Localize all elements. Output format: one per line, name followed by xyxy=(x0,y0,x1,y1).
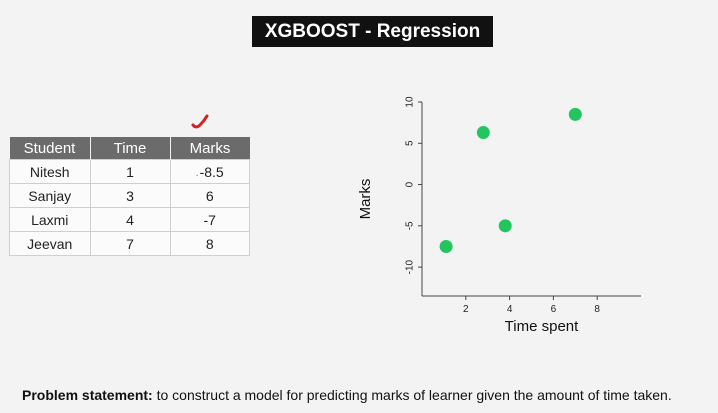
header-marks: Marks xyxy=(170,137,250,160)
header-time: Time xyxy=(90,137,171,160)
x-tick-label: 4 xyxy=(507,304,513,315)
red-check-annotation xyxy=(191,114,209,129)
table-row: Nitesh 1 .-8.5 xyxy=(9,159,250,184)
data-point xyxy=(568,107,582,121)
data-point xyxy=(476,126,490,140)
y-tick-label: -5 xyxy=(405,221,416,230)
data-point xyxy=(498,219,512,233)
cell-marks: 8 xyxy=(169,231,250,256)
x-tick-label: 6 xyxy=(551,304,557,315)
problem-statement: Problem statement: to construct a model … xyxy=(22,387,672,403)
cell-time: 4 xyxy=(89,207,171,232)
header-student: Student xyxy=(9,137,91,160)
page-title: XGBOOST - Regression xyxy=(252,16,493,47)
cell-student: Sanjay xyxy=(9,183,91,208)
cell-student: Nitesh xyxy=(9,159,91,184)
x-tick-label: 2 xyxy=(463,304,469,315)
y-tick-label: -10 xyxy=(405,259,416,274)
table-row: Jeevan 7 8 xyxy=(9,231,250,256)
table-header-row: Student Time Marks xyxy=(9,137,250,160)
cell-time: 1 xyxy=(89,159,171,184)
y-axis-label: Marks xyxy=(357,179,374,220)
scatter-plot: 2 4 6 8 10 5 0 -5 -10 Time spent Marks xyxy=(357,96,641,335)
x-tick-label: 8 xyxy=(594,304,600,315)
x-axis-label: Time spent xyxy=(505,318,579,335)
cell-time: 7 xyxy=(89,231,171,256)
table-row: Sanjay 3 6 xyxy=(9,183,250,208)
cell-student: Laxmi xyxy=(9,207,91,232)
cell-marks: -7 xyxy=(169,207,250,232)
cell-marks: 6 xyxy=(169,183,250,208)
problem-text: to construct a model for predicting mark… xyxy=(152,387,672,403)
data-table: Student Time Marks Nitesh 1 .-8.5 Sanjay… xyxy=(9,137,250,256)
cell-marks-value: -8.5 xyxy=(199,163,224,180)
cell-marks: .-8.5 xyxy=(169,159,250,184)
red-dot-annotation: . xyxy=(195,167,199,179)
cell-time: 3 xyxy=(89,183,171,208)
problem-label: Problem statement: xyxy=(22,387,153,403)
table-row: Laxmi 4 -7 xyxy=(9,207,250,232)
y-tick-label: 5 xyxy=(405,140,416,146)
data-point xyxy=(439,239,453,253)
y-tick-label: 0 xyxy=(405,181,416,187)
y-tick-label: 10 xyxy=(405,96,416,108)
cell-student: Jeevan xyxy=(9,231,91,256)
